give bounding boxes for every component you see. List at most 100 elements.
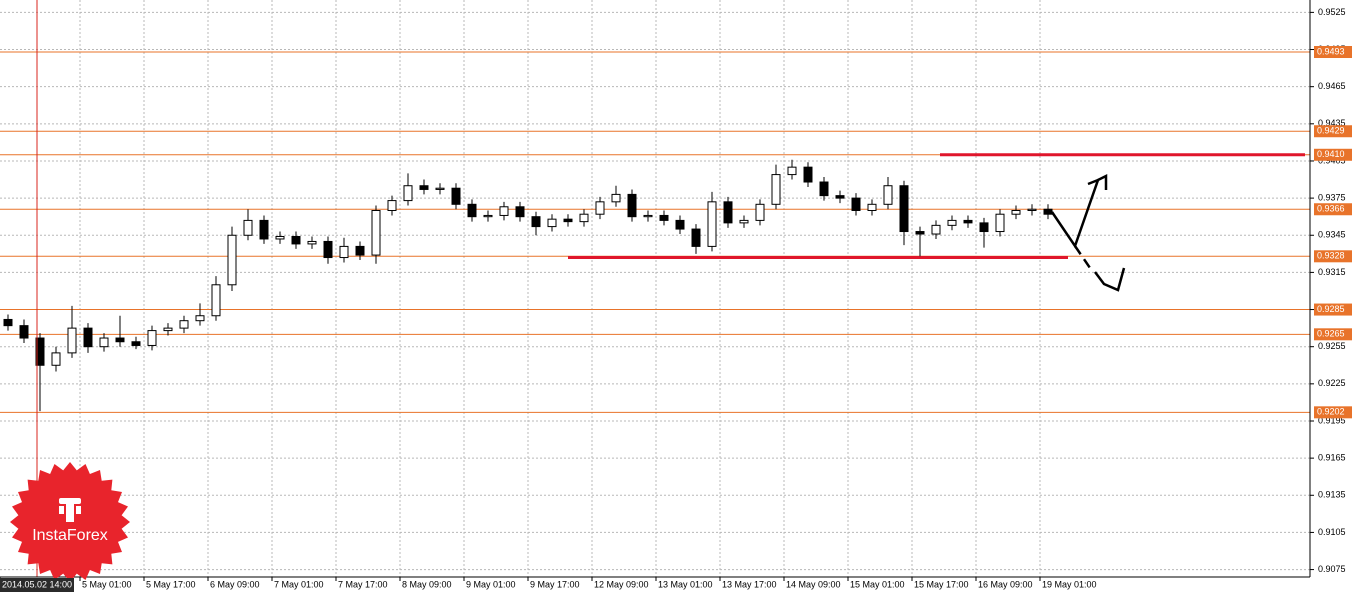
level-label: 0.9429 (1317, 126, 1345, 136)
candle-up (371, 209, 381, 256)
candle-up (163, 327, 173, 332)
logo-icon (59, 498, 81, 522)
forecast-arrows (1050, 173, 1126, 292)
candle-down (835, 195, 845, 199)
candle-up (339, 245, 349, 259)
candle-down (419, 185, 429, 190)
y-tick-label: 0.9345 (1318, 230, 1346, 240)
candle-up (1027, 208, 1037, 211)
y-tick-label: 0.9195 (1318, 415, 1346, 425)
candle-up (947, 219, 957, 226)
arrow-down (1073, 245, 1092, 269)
y-tick-label: 0.9525 (1318, 7, 1346, 17)
candle-up (67, 327, 77, 354)
candle-down (451, 187, 461, 205)
candle-up (275, 235, 285, 240)
arrow-up-head (1097, 173, 1108, 190)
x-tick-label: 6 May 09:00 (210, 579, 260, 589)
logo: InstaForex (10, 462, 130, 582)
x-tick-label: 12 May 09:00 (594, 579, 649, 589)
candle-up (99, 337, 109, 348)
y-tick-label: 0.9225 (1318, 378, 1346, 388)
x-tick-label: 2014.05.02 14:00 (2, 579, 72, 589)
level-label-bg (1314, 406, 1352, 419)
x-label-bg (0, 578, 74, 592)
candle-down (291, 235, 301, 245)
x-tick-label: 15 May 17:00 (914, 579, 969, 589)
candle-down (259, 219, 269, 240)
candle-down (675, 219, 685, 230)
x-tick-label: 5 May 17:00 (146, 579, 196, 589)
candle-down (1043, 208, 1053, 215)
candle-down (467, 203, 477, 218)
level-label: 0.9493 (1317, 46, 1345, 56)
y-tick-label: 0.9435 (1318, 118, 1346, 128)
y-tick-label: 0.9375 (1318, 192, 1346, 202)
candle-up (867, 203, 877, 211)
candle-up (211, 284, 221, 317)
candle-down (819, 181, 829, 197)
candle-down (531, 216, 541, 228)
candle-up (179, 320, 189, 329)
level-label-bg (1314, 203, 1352, 216)
level-label: 0.9328 (1317, 251, 1345, 261)
candle-up (387, 200, 397, 211)
candle-up (1011, 209, 1021, 215)
y-tick-label: 0.9165 (1318, 453, 1346, 463)
y-tick-label: 0.9315 (1318, 267, 1346, 277)
candle-up (435, 187, 445, 190)
candle-down (35, 337, 45, 366)
candle-up (995, 213, 1005, 233)
candle-down (355, 245, 365, 256)
arrow-down-tail (1094, 267, 1126, 292)
candle-down (803, 166, 813, 183)
x-tick-label: 16 May 09:00 (978, 579, 1033, 589)
candle-down (659, 214, 669, 221)
x-tick-label: 9 May 17:00 (530, 579, 580, 589)
candle-up (755, 203, 765, 221)
candle-down (115, 337, 125, 343)
x-tick-label: 19 May 01:00 (1042, 579, 1097, 589)
y-tick-label: 0.9105 (1318, 527, 1346, 537)
candle-down (19, 325, 29, 339)
level-label: 0.9265 (1317, 329, 1345, 339)
candle-down (963, 219, 973, 224)
level-label-bg (1314, 250, 1352, 263)
level-label: 0.9202 (1317, 407, 1345, 417)
candle-up (771, 174, 781, 205)
candle-down (131, 341, 141, 346)
candle-down (979, 222, 989, 233)
x-tick-label: 14 May 09:00 (786, 579, 841, 589)
level-label-bg (1314, 328, 1352, 341)
level-label: 0.9410 (1317, 149, 1345, 159)
candle-down (723, 201, 733, 224)
level-label-bg (1314, 46, 1352, 59)
grid (0, 0, 1314, 581)
candle-up (707, 201, 717, 247)
level-label: 0.9285 (1317, 304, 1345, 314)
labels: 0.9075 0.9105 0.9135 0.9165 0.9195 0.9225 0.92… (0, 7, 1352, 592)
x-tick-label: 9 May 01:00 (466, 579, 516, 589)
candle-up (195, 315, 205, 322)
candle-up (243, 219, 253, 236)
y-tick-label: 0.9135 (1318, 490, 1346, 500)
candle-up (595, 201, 605, 215)
candle-down (691, 228, 701, 247)
candle-up (931, 224, 941, 235)
candle-up (739, 219, 749, 224)
level-label-bg (1314, 148, 1352, 161)
candle-down (515, 206, 525, 218)
candle-up (403, 185, 413, 202)
x-tick-label: 5 May 01:00 (82, 579, 132, 589)
candle-up (51, 352, 61, 366)
level-label-bg (1314, 303, 1352, 316)
x-tick-label: 7 May 17:00 (338, 579, 388, 589)
candle-down (915, 231, 925, 235)
candle-down (627, 193, 637, 218)
candle-up (483, 214, 493, 218)
candle-up (579, 213, 589, 223)
x-tick-label: 8 May 09:00 (402, 579, 452, 589)
candle-up (883, 185, 893, 205)
